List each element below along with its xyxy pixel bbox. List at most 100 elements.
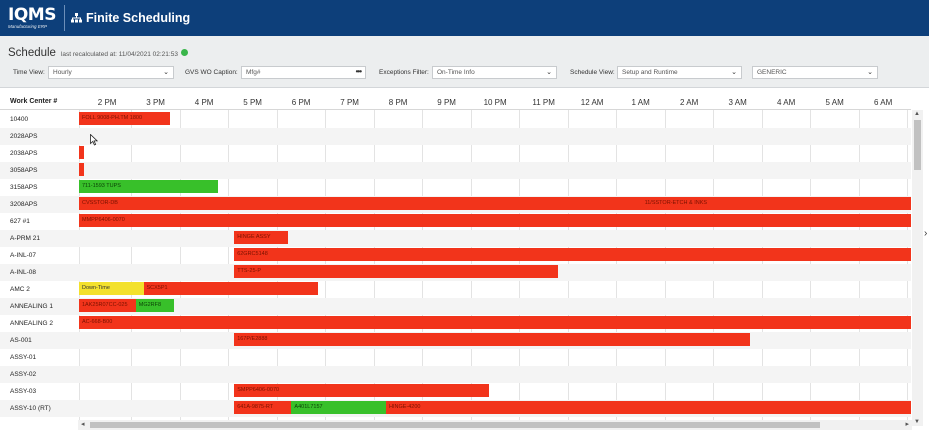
work-center-label[interactable]: 3158APS [10,184,38,191]
recalc-timestamp: last recalculated at: 11/04/2021 02:21:5… [60,51,178,58]
work-center-label[interactable]: ASSY-02 [10,371,37,378]
hour-tick-label: 3 PM [146,98,165,107]
schedule-bar[interactable]: Down-Time [79,282,144,295]
work-center-row: A-INL-07 62GRC5148 [0,247,911,264]
time-view-select[interactable]: Hourly ⌄ [48,66,174,79]
hour-tick-label: 8 PM [388,98,408,107]
work-center-label[interactable]: 3058APS [10,167,38,174]
work-center-row: 3058APS [0,162,911,179]
schedule-bar[interactable]: 11/SSTOR-ETCH & INKS [641,197,911,210]
app-title-text: Finite Scheduling [86,11,191,25]
hour-tick-label: 6 AM [874,98,893,107]
hour-gridline [179,92,181,425]
schedule-bar[interactable]: 641A-9875-RT [234,401,292,414]
work-center-header: Work Center # [10,98,58,105]
schedule-bar[interactable]: MMPP6406-0070 [79,214,911,227]
work-center-label[interactable]: ANNEALING 1 [10,303,53,310]
hour-tick-label: 6 PM [291,98,311,107]
schedule-view-select[interactable]: Setup and Runtime ⌄ [617,66,742,79]
scroll-down-icon[interactable]: ▼ [914,419,920,425]
work-center-label[interactable]: 10400 [10,116,29,123]
hour-tick-label: 10 PM [483,98,507,107]
resource-group-select[interactable]: GENERIC ⌄ [752,66,878,79]
gvs-caption-value: Mfg# [246,69,261,76]
work-center-label[interactable]: AS-001 [10,337,32,344]
work-center-label[interactable]: 2038APS [10,150,38,157]
schedule-bar[interactable]: AC-668-B00 [79,316,911,329]
hour-gridline [228,92,230,425]
gvs-caption-input[interactable]: Mfg# ••• [241,66,366,79]
schedule-bar[interactable]: 167P/E2888 [234,333,751,346]
logo[interactable]: IQMS Manufacturing ERP [0,0,64,36]
schedule-bar[interactable]: A401L7157 [291,401,386,414]
work-center-label[interactable]: ASSY-10 (RT) [10,405,51,412]
filter-bar: Time View: Hourly ⌄ GVS WO Caption: Mfg#… [0,66,929,80]
work-center-row: 627 #1 MMPP6406-0070 [0,213,911,230]
more-options-icon[interactable]: ••• [355,67,362,76]
work-center-label[interactable]: 2028APS [10,133,38,140]
status-ok-icon [180,49,188,56]
schedule-bar[interactable]: SCX5P1 [143,282,318,295]
schedule-bar[interactable]: TTS-25-P [234,265,559,278]
gvs-caption-label: GVS WO Caption: [185,69,238,76]
vertical-scroll-thumb[interactable] [914,120,921,170]
schedule-bar[interactable]: HINGE-4200 [386,401,911,414]
work-center-row: 10400 FOLL 9008-PH.TM 1800 [0,111,911,128]
work-center-label[interactable]: ASSY-01 [10,354,37,361]
work-center-row: A-PRM 21 HINGE ASSY [0,230,911,247]
schedule-bar[interactable]: 711-1593 TUPS [79,180,218,193]
work-center-label[interactable]: 627 #1 [10,218,30,225]
work-center-row: ANNEALING 2 AC-668-B00 [0,315,911,332]
work-center-label[interactable]: A-INL-07 [10,252,37,259]
exceptions-filter-label: Exceptions Filter: [379,69,429,76]
hour-gridline [131,92,133,425]
schedule-bar[interactable]: MG2RF8 [135,299,174,312]
work-center-row: AS-001 167P/E2888 [0,332,911,349]
schedule-bar[interactable]: 62GRC5148 [234,248,911,261]
exceptions-filter-select[interactable]: On-Time Info ⌄ [432,66,557,79]
vertical-scrollbar[interactable]: ▲ ▼ [912,110,923,426]
hour-tick-label: 4 AM [777,98,796,107]
mouse-cursor-icon [90,134,98,146]
work-center-label[interactable]: ASSY-03 [10,388,37,395]
work-center-label[interactable]: A-PRM 21 [10,235,40,242]
logo-subtext: Manufacturing ERP [8,23,48,29]
hour-tick-label: 9 PM [437,98,456,107]
schedule-bar[interactable]: FOLL 9008-PH.TM 1800 [79,112,170,125]
hour-tick-label: 5 AM [825,98,844,107]
work-center-label[interactable]: A-INL-08 [10,269,37,276]
scroll-right-icon[interactable]: ▸ [905,421,909,428]
chevron-right-icon[interactable]: › [924,228,928,239]
scroll-left-icon[interactable]: ◂ [81,421,85,428]
scroll-up-icon[interactable]: ▲ [914,111,920,117]
time-view-label: Time View: [13,69,45,76]
horizontal-scrollbar[interactable]: ◂ ▸ [78,420,912,430]
schedule-view-value: Setup and Runtime [622,69,678,76]
work-center-label[interactable]: 3208APS [10,201,38,208]
work-center-label[interactable]: ANNEALING 2 [10,320,53,327]
horizontal-scroll-thumb[interactable] [90,422,820,428]
hour-tick-label: 12 AM [580,98,604,107]
schedule-bar[interactable] [79,146,84,159]
work-center-row: A-INL-08 TTS-25-P [0,264,911,281]
label-column-divider [79,92,80,425]
hour-tick-label: 1 AM [631,98,650,107]
org-chart-icon [71,13,82,23]
hour-tick-label: 4 PM [194,98,214,107]
work-center-row: 3158APS 711-1593 TUPS [0,179,911,196]
work-center-row: 2038APS [0,145,911,162]
schedule-bar[interactable]: 1AK25R07CC-025 [79,299,136,312]
schedule-bar[interactable] [79,163,84,176]
chevron-down-icon: ⌄ [163,69,169,76]
hour-tick-label: 7 PM [340,98,359,107]
schedule-bar[interactable]: CVSSTOR-DB [79,197,642,210]
schedule-bar[interactable]: HINGE ASSY [234,231,288,244]
app-title: Finite Scheduling [71,11,190,25]
chevron-down-icon: ⌄ [546,69,552,76]
schedule-bar[interactable]: SMPP6406-0070 [234,384,489,397]
schedule-heading: Schedule last recalculated at: 11/04/202… [8,47,188,59]
logo-text: IQMS [8,4,56,25]
work-center-label[interactable]: AMC 2 [10,286,30,293]
resource-group-value: GENERIC [757,69,787,76]
exceptions-filter-value: On-Time Info [437,69,475,76]
